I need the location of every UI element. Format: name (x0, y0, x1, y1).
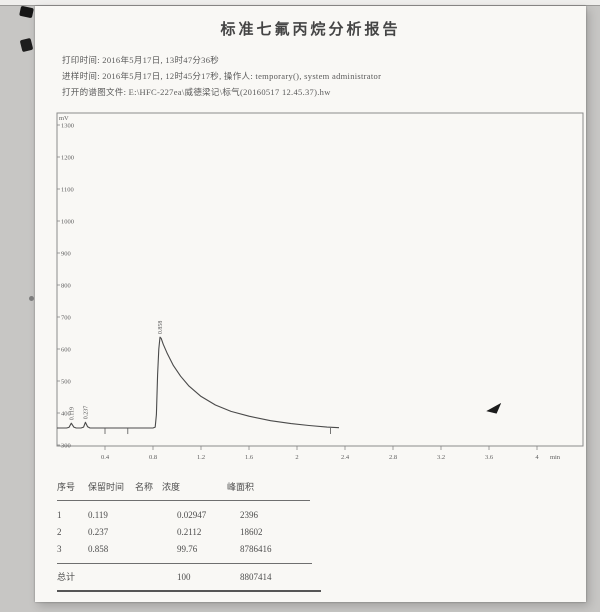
peak-retention-label: 0.858 (158, 321, 164, 335)
x-tick-label: 3.6 (485, 454, 494, 461)
table-header-cell: 序号 (57, 482, 76, 492)
peak-retention-label: 0.237 (83, 406, 89, 420)
x-tick-label: 4 (535, 454, 539, 461)
table-header-cell: 峰面积 (227, 482, 255, 492)
table-cell-area: 2396 (240, 510, 258, 520)
table-cell-no: 3 (57, 544, 62, 554)
total-label: 总计 (57, 572, 76, 582)
table-cell-retention: 0.119 (88, 510, 108, 520)
info-line: 进样时间: 2016年5月17日, 12时45分17秒, 操作人: tempor… (62, 71, 382, 81)
table-cell-area: 8786416 (240, 544, 272, 554)
table-cell-concentration: 99.76 (177, 544, 198, 554)
table-rule-mid (57, 563, 312, 564)
report-title: 标准七氟丙烷分析报告 (220, 22, 401, 38)
table-cell-retention: 0.858 (88, 544, 109, 554)
x-tick-label: 2 (295, 454, 298, 461)
table-cell-concentration: 0.2112 (177, 527, 202, 537)
x-tick-label: 3.2 (437, 454, 445, 461)
table-row: 1 0.119 0.02947 2396 (57, 507, 327, 524)
y-tick-label: 1300 (61, 123, 74, 130)
total-area: 8807414 (240, 572, 272, 582)
y-tick-label: 800 (61, 283, 71, 290)
table-cell-area: 18602 (240, 527, 263, 537)
report-page: 标准七氟丙烷分析报告 打印时间: 2016年5月17日, 13时47分36秒进样… (35, 6, 586, 602)
plot-frame (56, 112, 584, 447)
table-cell-concentration: 0.02947 (177, 510, 207, 520)
y-axis-unit: mV (59, 115, 69, 122)
binder-clip-icon (19, 5, 34, 19)
table-header-cell: 名称 (135, 482, 154, 492)
table-row: 3 0.858 99.76 8786416 (57, 541, 327, 558)
x-tick-label: 0.8 (149, 454, 157, 461)
scan-speck (29, 296, 34, 301)
table-cell-retention: 0.237 (88, 527, 109, 537)
x-tick-label: 1.6 (245, 454, 254, 461)
y-tick-label: 900 (61, 251, 71, 258)
report-info: 打印时间: 2016年5月17日, 13时47分36秒进样时间: 2016年5月… (62, 52, 381, 100)
table-cell-no: 1 (57, 510, 62, 520)
y-tick-label: 300 (61, 443, 71, 450)
y-tick-label: 400 (61, 411, 71, 418)
table-rule-bottom (57, 590, 321, 592)
table-header-cell: 浓度 (162, 482, 181, 492)
total-concentration: 100 (177, 572, 191, 582)
table-cell-name (135, 541, 162, 558)
binder-clip-icon (19, 37, 34, 53)
peak-table: 序号 保留时间 名称 浓度 峰面积 1 0.119 0.02947 2396 2 0.237 0.2… (57, 480, 327, 592)
scan-edge (0, 0, 600, 6)
peak-retention-label: 0.119 (69, 407, 75, 420)
y-tick-label: 500 (61, 379, 71, 386)
y-tick-label: 1200 (61, 155, 74, 162)
y-tick-label: 700 (61, 315, 71, 322)
table-cell-no: 2 (57, 527, 62, 537)
x-tick-label: 1.2 (197, 454, 205, 461)
info-line: 打印时间: 2016年5月17日, 13时47分36秒 (62, 55, 220, 65)
y-tick-label: 1100 (61, 187, 74, 194)
table-header-cell: 保留时间 (88, 482, 125, 492)
y-tick-label: 1000 (61, 219, 74, 226)
table-cell-name (135, 524, 162, 541)
x-tick-label: 2.4 (341, 454, 350, 461)
y-tick-label: 600 (61, 347, 71, 354)
table-body: 1 0.119 0.02947 2396 2 0.237 0.2112 18602 3 0.858… (57, 507, 327, 558)
x-tick-label: 0.4 (101, 454, 110, 461)
table-row: 2 0.237 0.2112 18602 (57, 524, 327, 541)
total-empty-retention (88, 571, 135, 584)
table-total-row: 总计 100 8807414 (57, 571, 327, 584)
x-axis-unit: min (550, 454, 561, 461)
table-rule-top (57, 500, 310, 501)
table-header-row: 序号 保留时间 名称 浓度 峰面积 (57, 480, 327, 493)
total-empty-name (135, 571, 162, 584)
chromatogram-trace (57, 336, 340, 429)
table-cell-name (135, 507, 162, 524)
info-line: 打开的谱图文件: E:\HFC-227ea\威德梁记\标气(20160517 1… (62, 87, 331, 97)
x-tick-label: 2.8 (389, 454, 397, 461)
